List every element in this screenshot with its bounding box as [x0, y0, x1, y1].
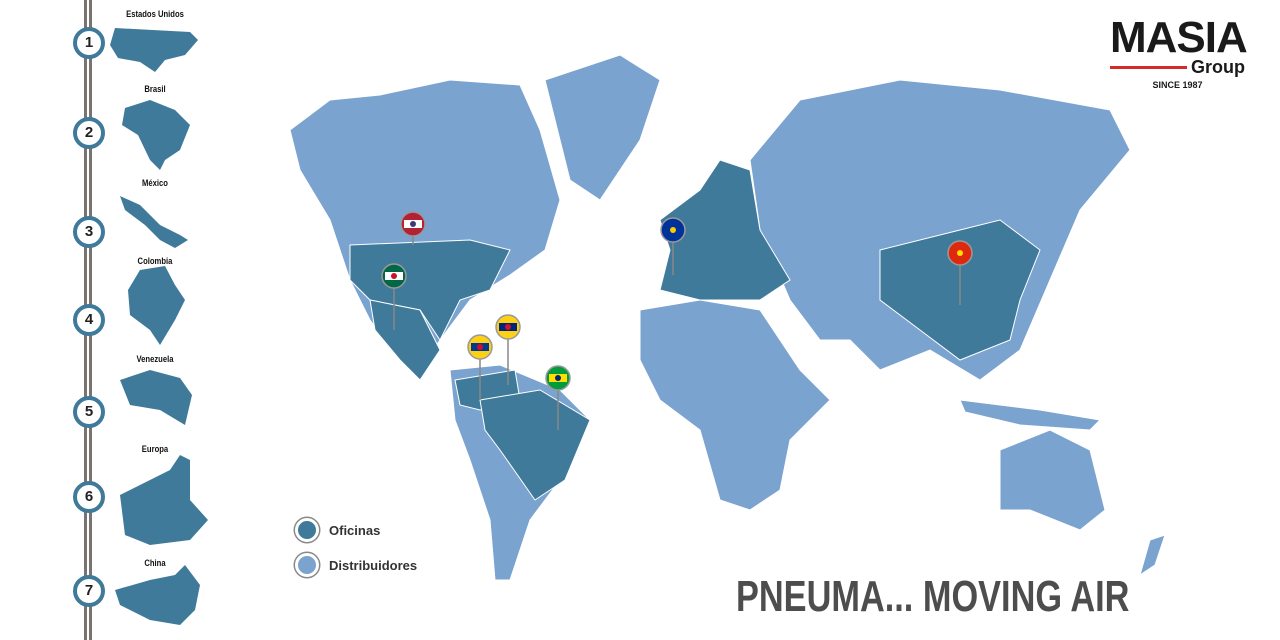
greenland: [544, 54, 661, 201]
mini-colombia: [128, 266, 185, 345]
masia-logo: MASIA Group SINCE 1987: [1110, 13, 1248, 90]
step-5: 5: [73, 396, 105, 428]
distributors-swatch-icon: [295, 553, 319, 577]
mini-brazil: [122, 100, 190, 170]
legend-offices-label: Oficinas: [329, 522, 381, 538]
asia: [749, 79, 1131, 381]
colombia-flag-icon: [467, 334, 493, 360]
country-label: Brasil: [144, 84, 166, 94]
mini-mexico: [120, 196, 188, 248]
mini-europe: [120, 455, 208, 545]
mini-china: [115, 565, 200, 625]
logo-red-bar: [1110, 65, 1187, 69]
legend-distributors-label: Distribuidores: [329, 557, 418, 573]
step-7: 7: [73, 575, 105, 607]
mexico: [369, 299, 441, 381]
brazil: [479, 389, 591, 501]
country-label: Colombia: [137, 256, 173, 266]
country-label: Europa: [141, 444, 169, 454]
logo-sub: Group: [1191, 57, 1245, 77]
logo-since: SINCE 1987: [1152, 80, 1203, 90]
step-6: 6: [73, 481, 105, 513]
australia: [999, 429, 1106, 531]
step-3: 3: [73, 216, 105, 248]
indonesia: [959, 399, 1102, 431]
china-flag-icon: [947, 240, 973, 266]
africa: [639, 299, 831, 511]
logo-name: MASIA: [1110, 13, 1248, 62]
country-label: Estados Unidos: [126, 9, 184, 19]
new-zealand: [1139, 534, 1166, 577]
country-label: China: [144, 558, 166, 568]
step-1: 1: [73, 27, 105, 59]
legend-distributors: Distribuidores: [295, 553, 417, 577]
mini-usa: [110, 28, 198, 72]
us-flag-icon: [400, 211, 426, 237]
step-2: 2: [73, 117, 105, 149]
mini-venezuela: [120, 370, 192, 425]
country-label: México: [142, 178, 168, 188]
brazil-flag-icon: [545, 365, 571, 391]
country-label: Venezuela: [136, 354, 174, 364]
offices-swatch-icon: [295, 518, 319, 542]
eu-flag-icon: [660, 217, 686, 243]
europe: [659, 159, 791, 301]
venezuela-flag-icon: [495, 314, 521, 340]
legend-offices: Oficinas: [295, 518, 380, 542]
slogan: PNEUMA... MOVING AIR: [736, 572, 1130, 621]
logo-sub-row: Group: [1110, 58, 1245, 76]
step-4: 4: [73, 304, 105, 336]
mexico-flag-icon: [381, 263, 407, 289]
